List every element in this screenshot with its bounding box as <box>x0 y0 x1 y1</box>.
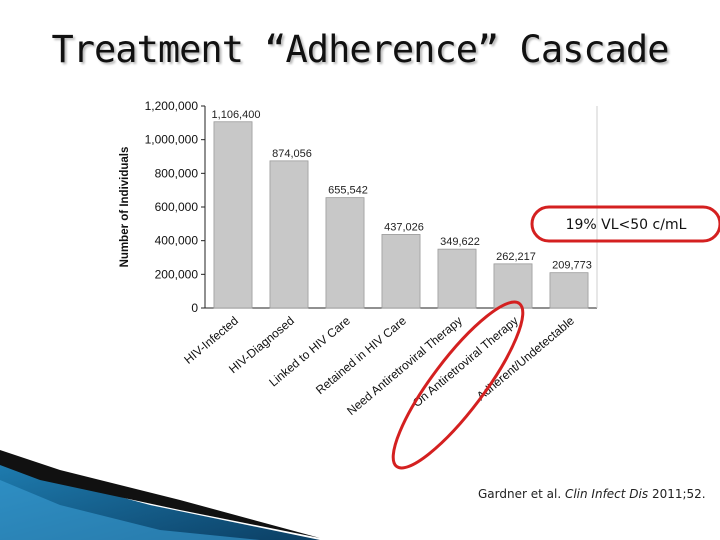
bar <box>269 160 309 309</box>
y-tick-label: 800,000 <box>155 166 199 180</box>
slide-title: Treatment “Adherence” Cascade <box>51 28 669 71</box>
callout-box <box>530 205 720 243</box>
data-label: 262,217 <box>496 251 536 263</box>
bar <box>325 197 365 309</box>
citation-authors: Gardner et al. <box>478 487 565 501</box>
data-label: 209,773 <box>552 260 592 272</box>
corner-highlight <box>0 480 260 540</box>
y-tick-label: 600,000 <box>155 200 199 214</box>
citation: Gardner et al. Clin Infect Dis 2011;52. <box>478 487 706 501</box>
y-tick-label: 200,000 <box>155 267 199 281</box>
corner-decoration <box>0 450 320 540</box>
data-label: 437,026 <box>384 221 424 233</box>
category-label: Need Antiretroviral Therapy <box>344 314 465 418</box>
callout-text: 19% VL<50 c/mL <box>566 217 687 233</box>
y-tick-label: 1,200,000 <box>145 99 199 113</box>
data-label: 1,106,400 <box>212 109 261 121</box>
bar <box>437 248 477 309</box>
bar <box>381 234 421 309</box>
y-tick-label: 1,000,000 <box>145 133 199 147</box>
data-label: 874,056 <box>272 148 312 160</box>
y-axis-label: Number of Individuals <box>119 147 131 268</box>
highlight-ellipse <box>391 300 525 470</box>
bar <box>213 121 253 309</box>
y-tick-label: 400,000 <box>155 234 199 248</box>
data-label: 349,622 <box>440 236 480 248</box>
citation-journal: Clin Infect Dis <box>564 487 649 501</box>
citation-year: 2011;52. <box>648 487 706 501</box>
y-tick-label: 0 <box>191 301 198 315</box>
category-label: Adherent/Undetectable <box>474 313 577 403</box>
category-label: Retained in HIV Care <box>313 313 409 397</box>
bar <box>549 272 589 309</box>
category-label: HIV-Infected <box>181 314 241 367</box>
data-labels: 1,106,400 874,056 655,542 437,026 349,622 262… <box>212 109 592 272</box>
bars <box>213 121 589 309</box>
data-label: 655,542 <box>328 185 368 197</box>
